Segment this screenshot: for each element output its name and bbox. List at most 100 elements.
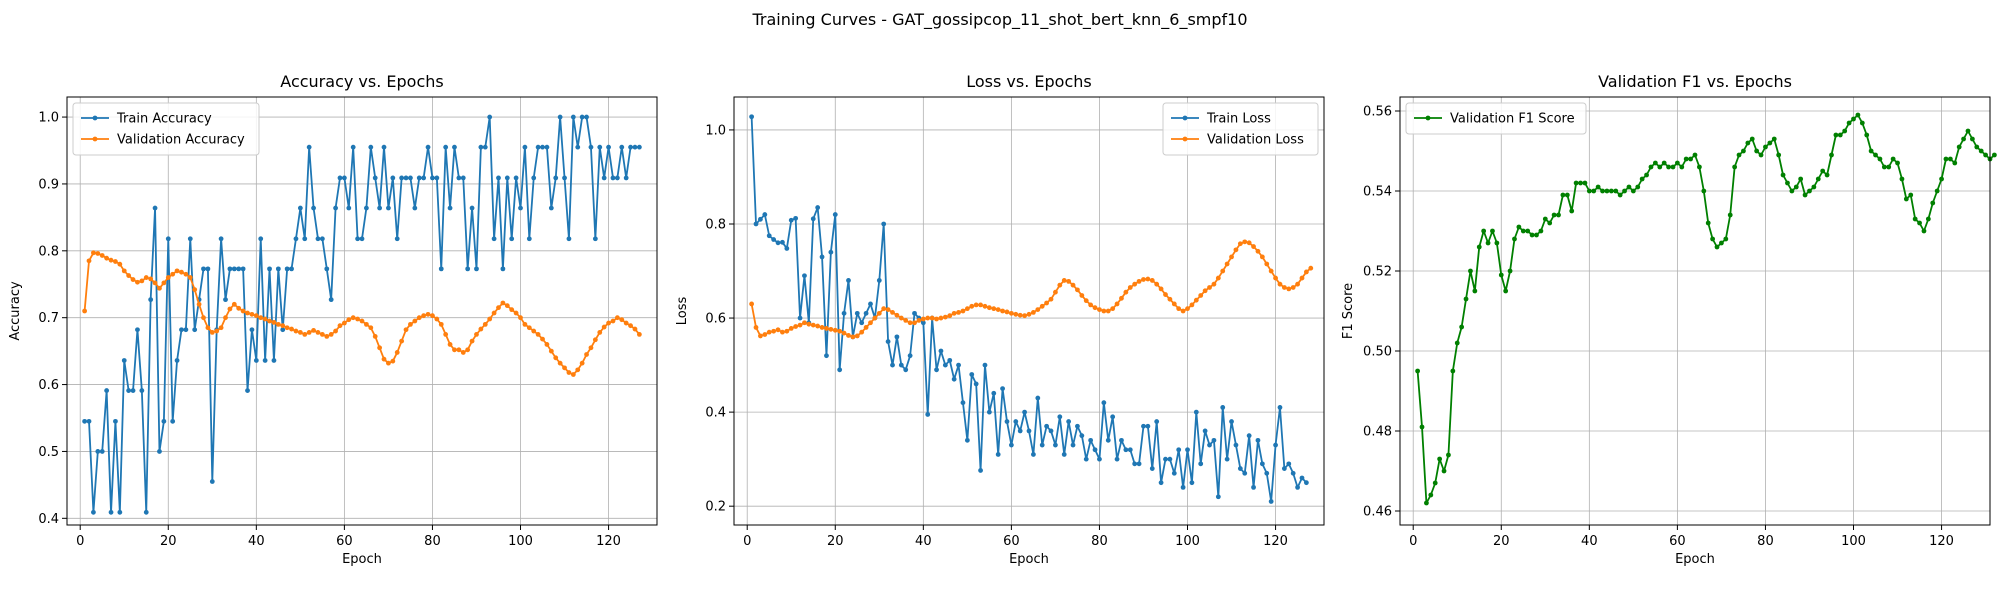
data-point	[1780, 172, 1786, 178]
data-point	[553, 175, 559, 181]
data-point	[903, 367, 909, 373]
data-point	[553, 355, 559, 361]
x-tick-label: 0	[743, 534, 751, 549]
data-point	[766, 233, 772, 239]
data-point	[1754, 148, 1760, 154]
data-point	[1516, 224, 1522, 230]
data-point	[350, 144, 356, 150]
data-point	[1057, 282, 1063, 288]
data-point	[1233, 247, 1239, 253]
data-point	[319, 332, 325, 337]
data-point	[1268, 499, 1274, 504]
data-point	[1004, 309, 1010, 315]
data-point	[1450, 368, 1456, 374]
data-point	[364, 205, 369, 211]
data-point	[231, 301, 237, 307]
data-point	[775, 240, 781, 246]
data-point	[267, 266, 272, 272]
y-tick-label: 0.2	[705, 500, 726, 515]
data-point	[1273, 442, 1278, 448]
data-point	[584, 114, 589, 120]
data-point	[929, 315, 935, 321]
data-point	[916, 318, 922, 323]
data-point	[868, 320, 873, 326]
data-point	[434, 175, 440, 181]
data-point	[1268, 268, 1274, 274]
data-point	[557, 114, 563, 120]
data-point	[619, 317, 625, 323]
data-point	[1132, 461, 1138, 467]
figure-title: Training Curves - GAT_gossipcop_11_shot_…	[752, 10, 1248, 29]
data-point	[1415, 368, 1421, 374]
data-point	[1503, 288, 1509, 294]
data-point	[1070, 282, 1076, 288]
data-point	[452, 144, 457, 150]
data-point	[872, 315, 878, 321]
data-point	[991, 390, 997, 396]
data-point	[474, 266, 479, 272]
data-point	[632, 144, 638, 150]
data-point	[1793, 184, 1799, 190]
data-point	[841, 310, 847, 316]
data-point	[1626, 184, 1632, 190]
data-point	[601, 324, 607, 330]
data-point	[1141, 423, 1146, 429]
accuracy-series-1	[82, 250, 642, 377]
data-point	[1132, 281, 1138, 287]
data-point	[1807, 188, 1812, 194]
data-point	[262, 358, 268, 363]
data-point	[628, 144, 633, 150]
data-point	[157, 449, 162, 454]
data-point	[509, 307, 515, 313]
data-point	[793, 215, 799, 221]
data-point	[280, 327, 286, 333]
data-point	[1683, 156, 1689, 162]
data-point	[341, 320, 347, 326]
data-point	[460, 350, 466, 355]
data-point	[1723, 236, 1729, 242]
data-point	[1053, 289, 1058, 295]
data-point	[496, 175, 501, 181]
data-point	[1547, 220, 1553, 226]
data-point	[1802, 192, 1808, 198]
loss-legend: Train Loss Validation Loss	[1162, 102, 1319, 156]
data-point	[540, 336, 545, 342]
data-point	[1008, 310, 1014, 316]
data-point	[802, 273, 807, 279]
data-point	[1220, 405, 1226, 410]
data-point	[1079, 433, 1085, 439]
data-point	[1956, 144, 1962, 150]
data-point	[1092, 447, 1098, 453]
data-point	[575, 144, 581, 150]
data-point	[1290, 285, 1296, 290]
data-point	[588, 345, 594, 351]
data-point	[1061, 452, 1067, 457]
data-point	[341, 175, 347, 181]
data-point	[548, 348, 554, 354]
data-point	[302, 236, 308, 242]
data-point	[1013, 311, 1019, 317]
data-point	[1163, 456, 1168, 462]
data-point	[179, 327, 184, 333]
data-point	[606, 144, 611, 150]
data-point	[1485, 240, 1491, 246]
data-point	[1534, 232, 1539, 238]
data-point	[452, 347, 457, 353]
data-point	[898, 362, 904, 368]
data-point	[1193, 297, 1199, 303]
y-tick-label: 0.4	[38, 512, 59, 527]
data-point	[1908, 192, 1914, 198]
data-point	[788, 326, 794, 331]
data-point	[513, 310, 519, 316]
data-point	[350, 315, 356, 321]
y-tick-label: 0.4	[705, 406, 726, 421]
data-point	[469, 205, 475, 211]
data-point	[588, 144, 594, 150]
data-point	[570, 372, 576, 377]
data-point	[846, 278, 851, 283]
data-point	[1551, 212, 1557, 218]
data-point	[306, 330, 312, 335]
data-point	[1251, 244, 1256, 249]
data-point	[1785, 180, 1790, 186]
data-point	[797, 315, 803, 321]
